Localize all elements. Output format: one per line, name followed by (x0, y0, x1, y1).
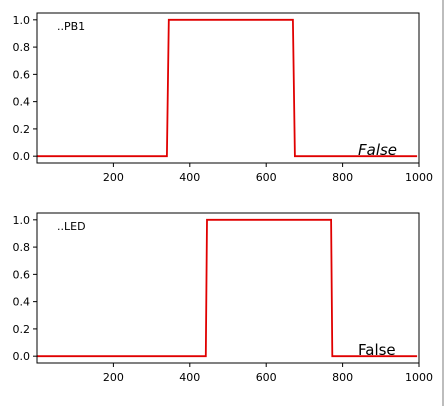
x-tick-label: 800 (332, 371, 353, 384)
status-label: False (358, 141, 397, 159)
status-label: False (358, 341, 396, 359)
axes-frame (36, 212, 420, 364)
y-tick-label: 0.8 (13, 241, 31, 254)
y-tick-label: 0.0 (13, 150, 31, 163)
x-tick-label: 800 (332, 171, 353, 184)
x-tick-label: 200 (103, 171, 124, 184)
signal-line (37, 18, 418, 158)
plot-panel-1: 0.0 0.2 0.4 0.6 0.8 1.0 200 400 600 800 1000 ..PB1 F… (13, 12, 433, 184)
series-label: ..LED (57, 220, 86, 233)
y-tick-label: 0.6 (13, 268, 31, 281)
x-tick-label: 600 (256, 371, 277, 384)
x-tick-label: 200 (103, 371, 124, 384)
y-tick-label: 0.2 (13, 123, 31, 136)
x-tick-label: 600 (256, 171, 277, 184)
y-tick-label: 1.0 (13, 214, 31, 227)
y-tick-label: 1.0 (13, 14, 31, 27)
series-label: ..PB1 (57, 20, 85, 33)
x-tick-label: 1000 (405, 371, 433, 384)
x-tick-label: 1000 (405, 171, 433, 184)
y-tick-label: 0.4 (13, 96, 31, 109)
window-right-edge (442, 0, 444, 406)
plot-panel-2: 0.0 0.2 0.4 0.6 0.8 1.0 200 400 600 800 1000 ..LED F… (13, 212, 433, 384)
y-tick-label: 0.6 (13, 68, 31, 81)
y-tick-label: 0.0 (13, 350, 31, 363)
y-tick-label: 0.4 (13, 296, 31, 309)
axes-frame (36, 12, 420, 164)
y-tick-label: 0.8 (13, 41, 31, 54)
x-tick-label: 400 (179, 171, 200, 184)
x-tick-label: 400 (179, 371, 200, 384)
y-tick-label: 0.2 (13, 323, 31, 336)
signal-line (37, 218, 418, 358)
